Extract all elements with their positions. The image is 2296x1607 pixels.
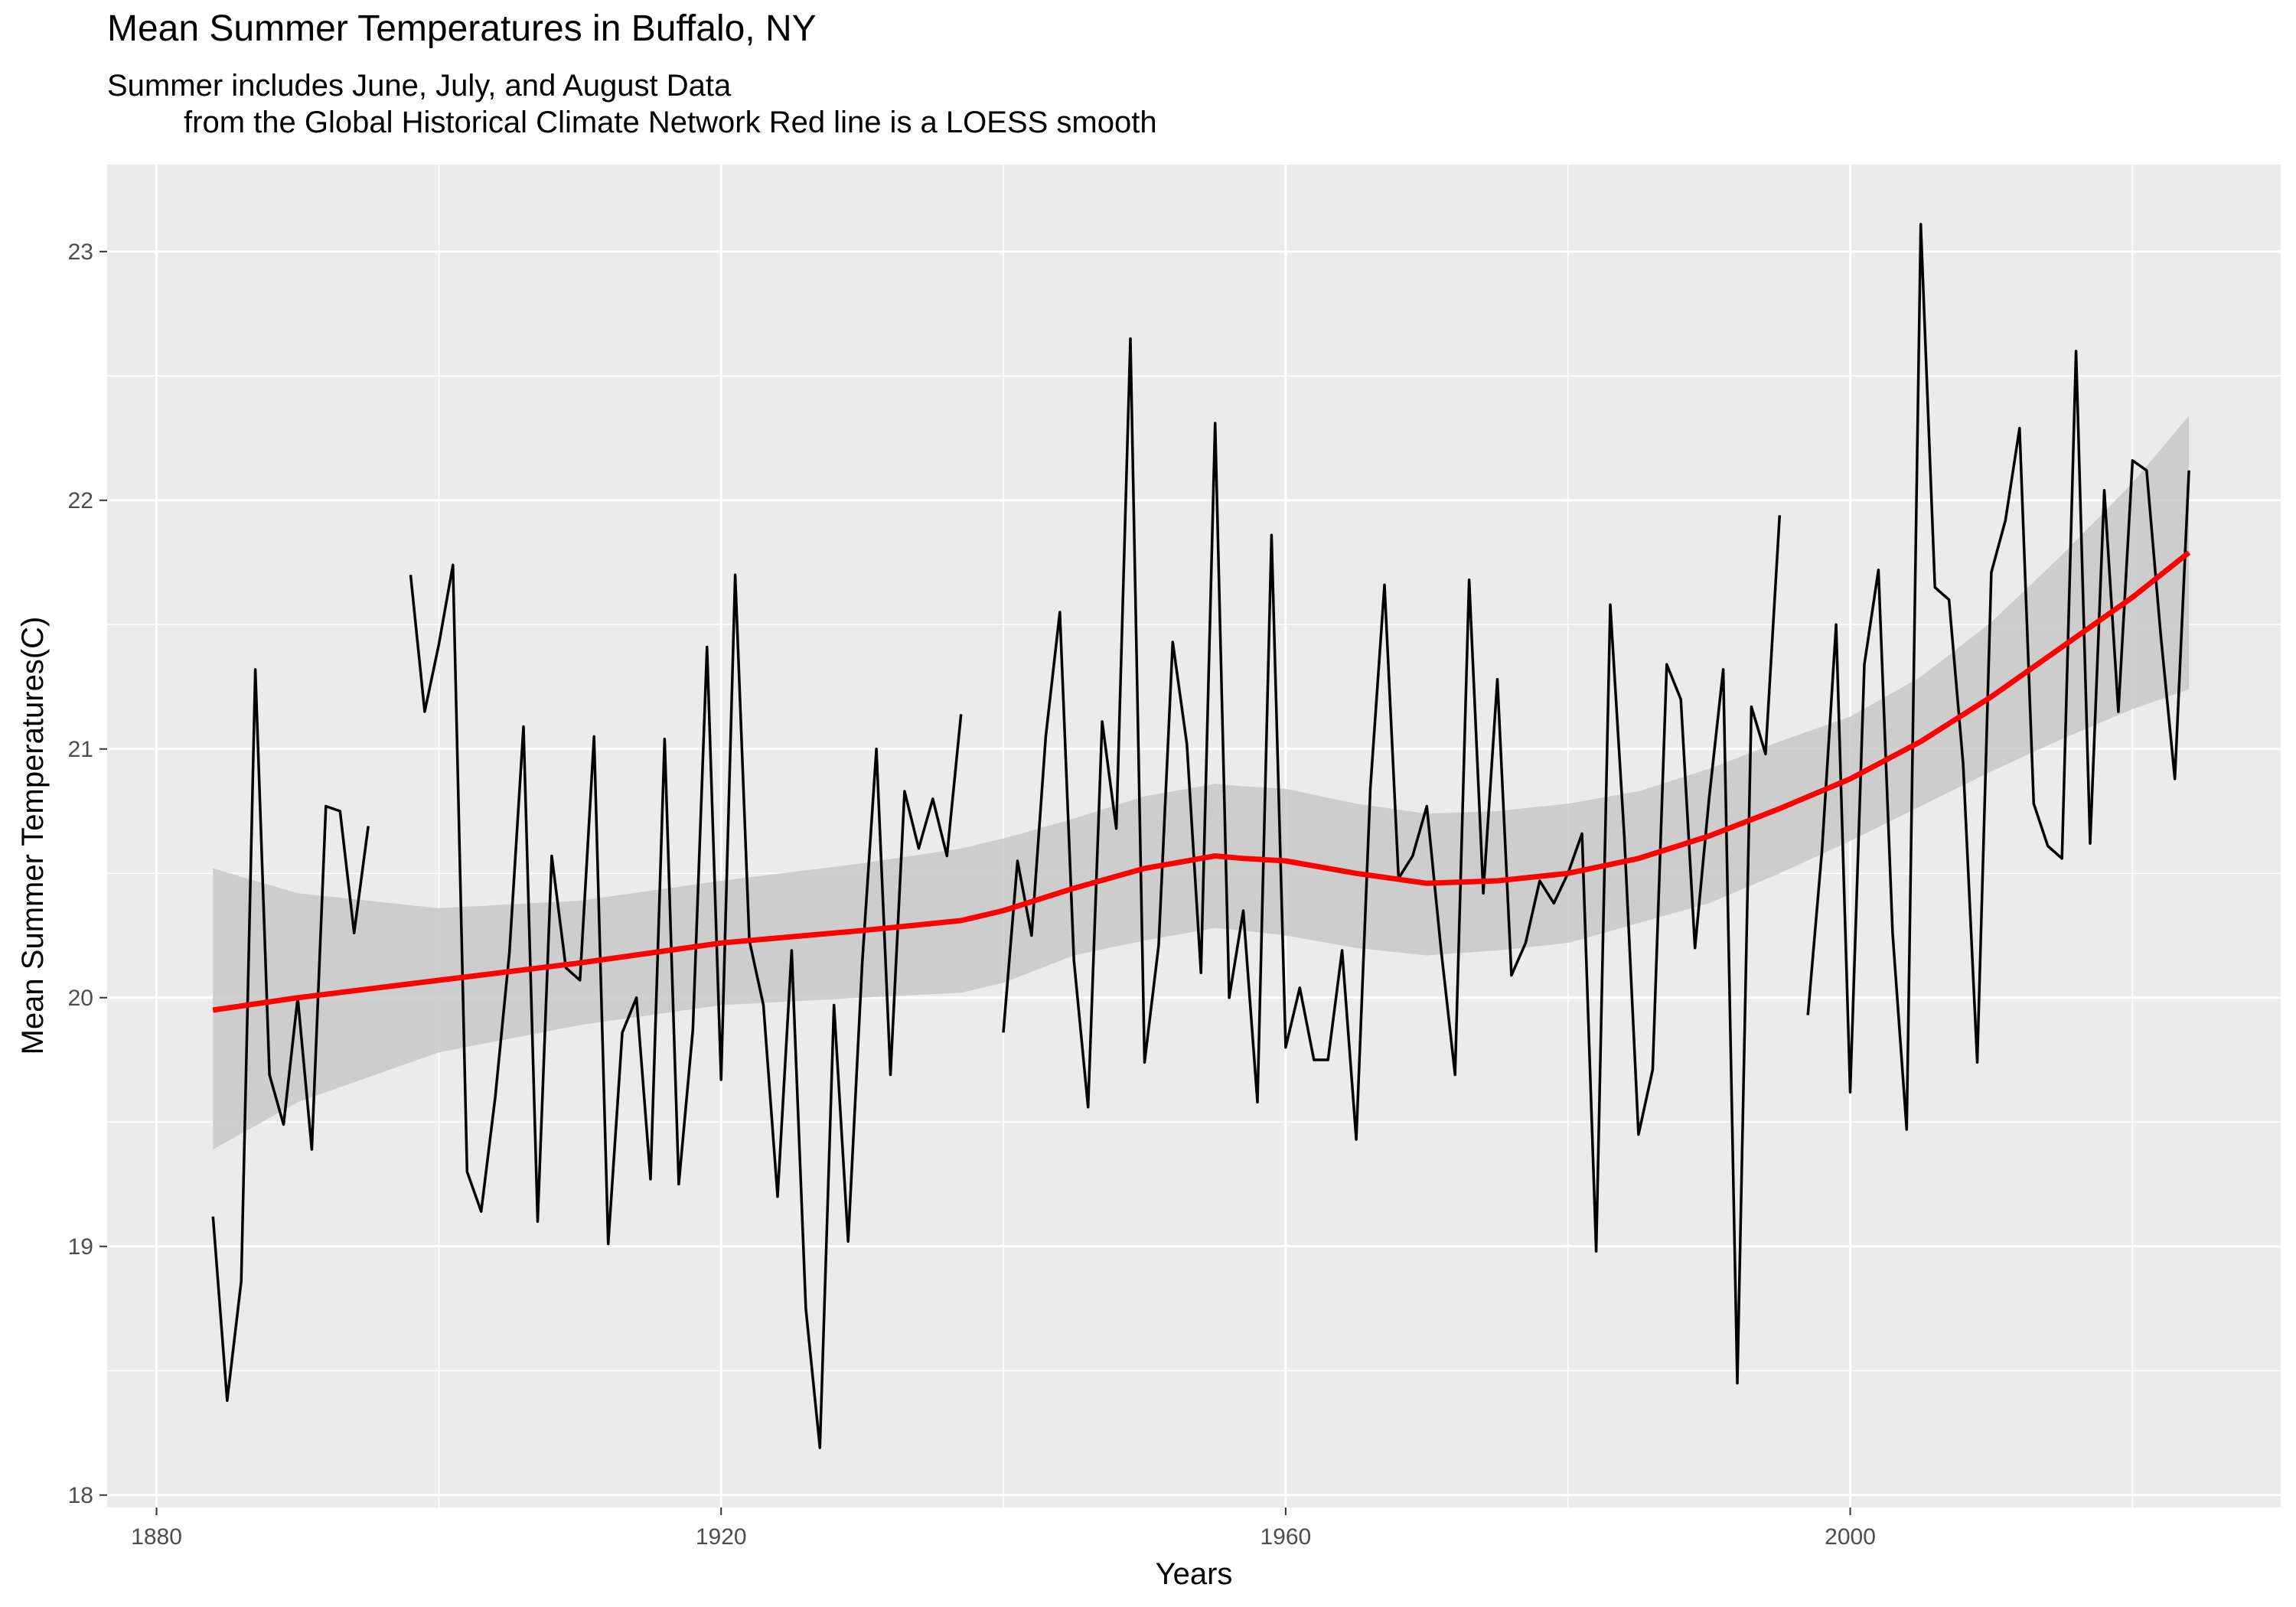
loess-confidence-band	[213, 416, 2190, 1149]
temperature-line-segment	[1002, 337, 1782, 1385]
loess-smooth-line	[212, 550, 2191, 1013]
y-axis: 18 19 20 21 22 23	[68, 240, 107, 1508]
chart-title: Mean Summer Temperatures in Buffalo, NY	[107, 8, 817, 49]
y-axis-title: Mean Summer Temperatures(C)	[16, 617, 50, 1055]
x-tick-label: 1880	[131, 1524, 182, 1550]
x-tick-label: 1960	[1260, 1524, 1311, 1550]
temperature-series	[211, 223, 2190, 1449]
chart-subtitle: Summer includes June, July, and August D…	[107, 69, 1157, 139]
temperature-line-segment	[409, 563, 963, 1449]
y-tick-label: 22	[68, 488, 93, 513]
y-tick-label: 20	[68, 986, 93, 1011]
temperature-line-segment	[211, 668, 370, 1403]
x-tick-label: 1920	[696, 1524, 747, 1550]
y-tick-label: 19	[68, 1234, 93, 1260]
y-tick-label: 21	[68, 737, 93, 762]
y-tick-label: 18	[68, 1483, 93, 1508]
x-axis: 1880 1920 1960 2000	[131, 1508, 1876, 1550]
y-tick-label: 23	[68, 240, 93, 265]
x-axis-title: Years	[1156, 1557, 1233, 1591]
x-tick-label: 2000	[1825, 1524, 1876, 1550]
temperature-line-segment	[1806, 223, 2190, 1131]
